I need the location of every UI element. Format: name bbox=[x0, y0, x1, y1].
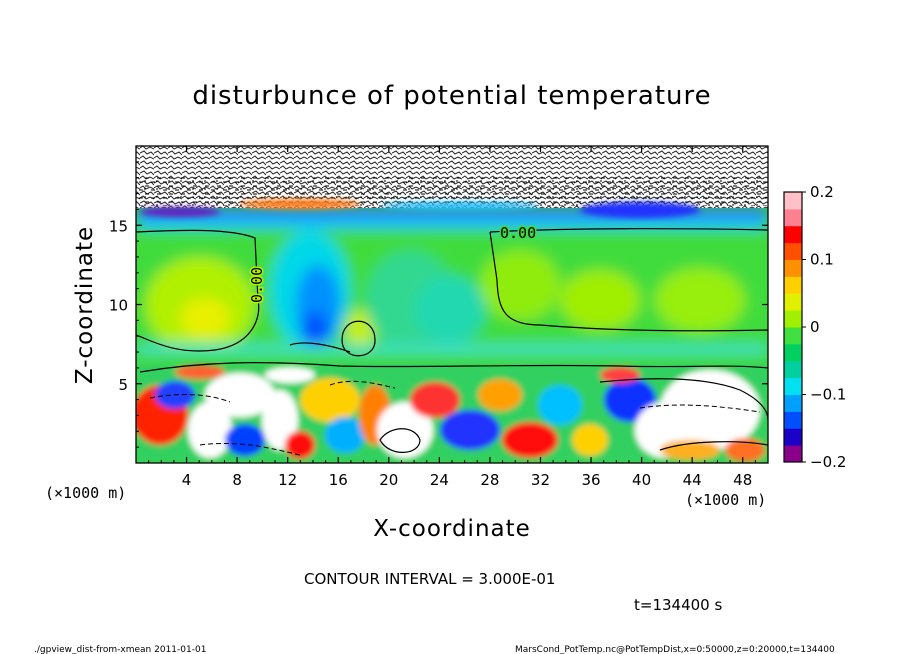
x-tick-label: 32 bbox=[531, 471, 550, 489]
x-tick-label: 16 bbox=[329, 471, 348, 489]
y-tick-label: 15 bbox=[109, 217, 128, 235]
colorbar-tick-label: −0.1 bbox=[810, 386, 846, 404]
colorbar-tick-label: 0 bbox=[810, 318, 820, 336]
colorbar-swatch bbox=[784, 445, 802, 463]
y-tick-label: 10 bbox=[109, 297, 128, 315]
y-axis: 5 10 15 bbox=[109, 161, 768, 448]
colorbar-swatch bbox=[784, 293, 802, 311]
colorbar-swatch bbox=[784, 259, 802, 277]
colorbar-tick-label: 0.2 bbox=[810, 183, 834, 201]
colorbar-swatch bbox=[784, 394, 802, 412]
colorbar-swatch bbox=[784, 327, 802, 345]
colorbar-swatch bbox=[784, 360, 802, 379]
x-axis: 4 8 12 16 20 24 28 32 36 40 44 48 bbox=[148, 146, 756, 489]
x-unit-left: (×1000 m) bbox=[45, 484, 126, 502]
colorbar-swatch bbox=[784, 411, 802, 429]
x-unit-right: (×1000 m) bbox=[685, 491, 766, 509]
colorbar-swatch bbox=[784, 225, 802, 244]
time-label: t=134400 s bbox=[634, 596, 722, 614]
colorbar-swatch bbox=[784, 242, 802, 260]
x-tick-label: 40 bbox=[632, 471, 651, 489]
plot-area bbox=[136, 146, 768, 463]
x-tick-label: 4 bbox=[182, 471, 192, 489]
x-tick-label: 12 bbox=[278, 471, 297, 489]
contour-label: 0.00 bbox=[500, 224, 536, 242]
colorbar-tick-label: −0.2 bbox=[810, 453, 846, 471]
x-tick-label: 20 bbox=[379, 471, 398, 489]
colorbar-swatch bbox=[784, 276, 802, 294]
colorbar-tick-label: 0.1 bbox=[810, 251, 834, 269]
colorbar-swatch bbox=[784, 343, 802, 362]
x-tick-label: 24 bbox=[430, 471, 449, 489]
contour-label: 0.00 bbox=[248, 267, 266, 303]
x-tick-label: 44 bbox=[683, 471, 702, 489]
colorbar-swatch bbox=[784, 192, 802, 210]
colorbar-swatch bbox=[784, 377, 802, 395]
x-tick-label: 48 bbox=[733, 471, 752, 489]
colorbar-swatch bbox=[784, 428, 802, 446]
x-tick-label: 8 bbox=[232, 471, 242, 489]
x-axis-label: X-coordinate bbox=[373, 516, 531, 542]
footer-right: MarsCond_PotTemp.nc@PotTempDist,x=0:5000… bbox=[515, 645, 835, 654]
footer-left: ./gpview_dist-from-xmean 2011-01-01 bbox=[34, 645, 206, 654]
contour-interval: CONTOUR INTERVAL = 3.000E-01 bbox=[304, 570, 555, 588]
colorbar-swatch bbox=[784, 310, 802, 328]
chart-title: disturbunce of potential temperature bbox=[192, 81, 711, 111]
x-tick-label: 28 bbox=[480, 471, 499, 489]
y-axis-label: Z-coordinate bbox=[72, 226, 98, 384]
x-tick-label: 36 bbox=[581, 471, 600, 489]
y-tick-label: 5 bbox=[118, 376, 128, 394]
colorbar-swatch bbox=[784, 208, 802, 227]
colorbar: 0.2 0.1 0 −0.1 −0.2 bbox=[783, 183, 846, 471]
